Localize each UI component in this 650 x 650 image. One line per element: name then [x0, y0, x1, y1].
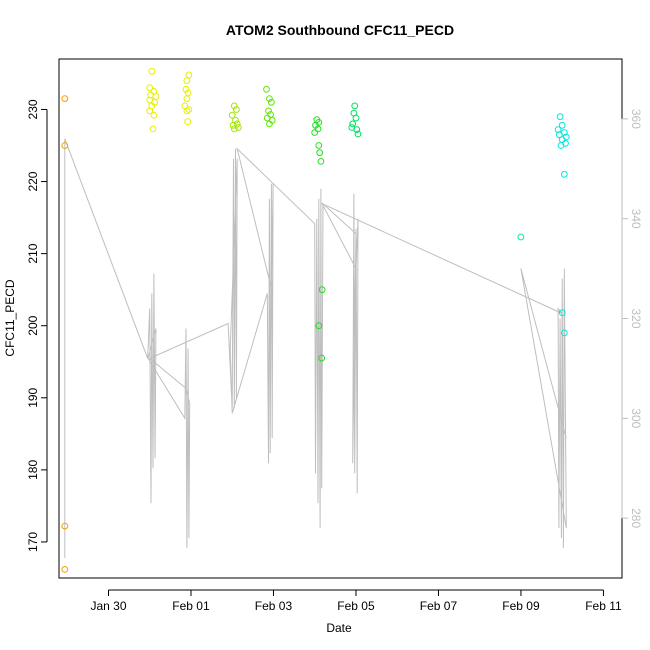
data-point [230, 102, 238, 110]
data-point [556, 113, 564, 121]
x-tick-label: Feb 11 [585, 599, 622, 613]
data-point [183, 107, 191, 115]
data-point [61, 142, 69, 149]
data-point [517, 233, 525, 241]
x-tick-label: Feb 03 [255, 599, 293, 613]
x-axis: Jan 30 Feb 01 Feb 03 Feb 05 Feb 07 Feb 09 Feb … [90, 589, 622, 613]
data-point [146, 107, 154, 115]
y-axis: 170 180 190 200 210 220 230 [26, 99, 48, 552]
y-tick-label: 200 [26, 315, 40, 335]
x-tick-label: Feb 07 [420, 599, 458, 613]
data-point [268, 98, 275, 106]
y2-axis: 280 300 320 340 360 [621, 109, 643, 528]
y2-tick-label: 360 [629, 109, 643, 129]
x-tick-label: Jan 30 [90, 599, 126, 613]
data-point [185, 106, 193, 113]
data-point [230, 125, 238, 133]
data-point [61, 566, 69, 573]
y2-tick-label: 320 [629, 308, 643, 328]
data-point [265, 107, 272, 115]
data-point [560, 170, 568, 178]
data-point [185, 71, 193, 79]
x-tick-label: Feb 05 [337, 599, 375, 613]
y-tick-label: 180 [26, 460, 40, 480]
data-point [354, 130, 362, 138]
y2-tick-label: 300 [629, 408, 643, 428]
data-point [182, 85, 190, 93]
data-points-layer [61, 67, 570, 573]
data-point [184, 118, 192, 126]
y-tick-label: 170 [26, 532, 40, 552]
data-point [317, 158, 325, 165]
data-point [558, 309, 566, 317]
y-axis-label: CFC11_PECD [3, 279, 17, 356]
data-point [266, 120, 273, 128]
data-point [146, 84, 154, 92]
data-point [351, 102, 359, 110]
data-point [315, 142, 323, 149]
data-point [183, 95, 191, 102]
y-tick-label: 220 [26, 171, 40, 191]
data-point [228, 111, 236, 119]
data-point [318, 354, 326, 362]
y2-tick-label: 340 [629, 209, 643, 229]
chart-title: ATOM2 Southbound CFC11_PECD [226, 22, 454, 38]
data-point [352, 114, 360, 122]
y-tick-label: 210 [26, 243, 40, 263]
data-point [557, 142, 565, 149]
data-point [61, 95, 69, 102]
data-point [315, 322, 323, 330]
data-point [235, 124, 242, 131]
y-tick-label: 230 [26, 99, 40, 119]
data-point [555, 131, 563, 139]
data-point [263, 85, 270, 93]
data-point [318, 286, 326, 294]
data-point [233, 106, 240, 113]
x-tick-label: Feb 09 [502, 599, 540, 613]
data-point [233, 120, 241, 128]
data-point [311, 129, 319, 136]
y2-tick-label: 280 [629, 508, 643, 528]
data-point [353, 126, 361, 134]
altitude-trace-line [64, 138, 567, 558]
data-point [148, 67, 156, 75]
altitude-trace-layer [64, 138, 567, 558]
data-point [349, 120, 357, 128]
data-point [150, 111, 158, 119]
x-axis-label: Date [326, 621, 352, 635]
data-point [266, 95, 273, 102]
data-point [558, 121, 566, 129]
data-point [149, 125, 157, 133]
data-point [61, 522, 69, 530]
y-tick-label: 190 [26, 387, 40, 407]
x-tick-label: Feb 01 [172, 599, 210, 613]
data-point [183, 77, 191, 84]
data-point [560, 329, 568, 337]
data-point [316, 149, 324, 157]
